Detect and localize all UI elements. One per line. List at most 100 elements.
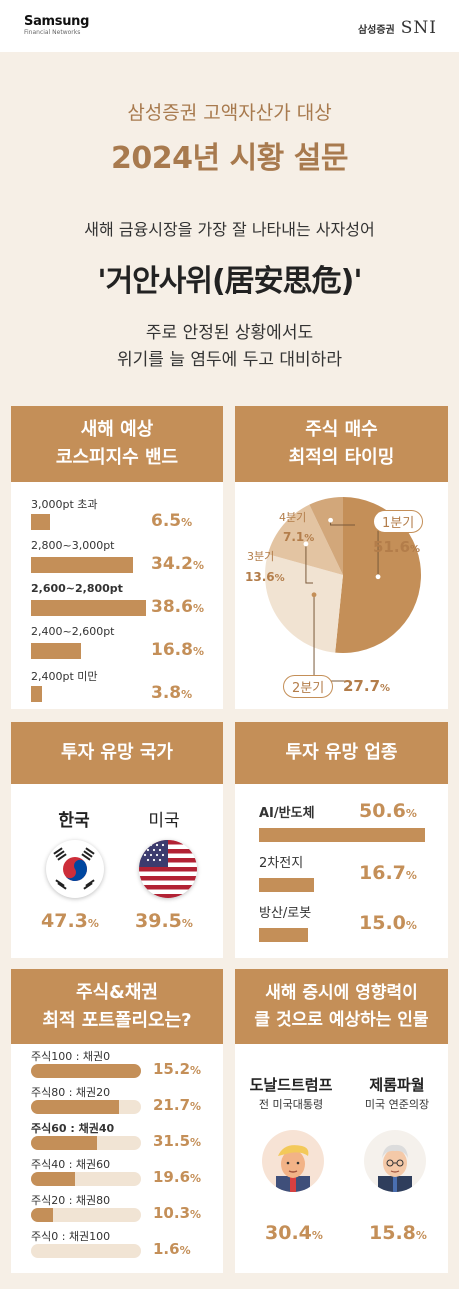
samsung-logo: Samsung Financial Networks [24,15,89,36]
portfolio-card: 주식&채권 최적 포트폴리오는? 주식100 : 채권0 15.2% 주식80 : … [11,969,223,1273]
country-card-header: 투자 유망 국가 [11,722,223,784]
trump-avatar-icon [262,1130,324,1192]
person-title-1: 새해 증시에 영향력이 [265,983,418,1004]
pie-slice [309,497,343,575]
pie-slice-label: 1분기 [373,510,424,533]
kospi-list: 3,000pt 초과 6.5% 2,800~3,000pt 34.2% 2,600~2,… [11,482,223,709]
person-trump-name: 도날드트럼프 [249,1076,333,1094]
kospi-band-card: 새해 예상 코스피지수 밴드 3,000pt 초과 6.5% 2,800~3,000… [11,406,223,709]
kospi-title-2: 코스피지수 밴드 [55,447,179,468]
powell-avatar-icon [364,1130,426,1192]
pie-label-dot [303,541,309,547]
portfolio-item-value: 10.3% [153,1204,202,1222]
timing-pie-chart [264,497,422,682]
kospi-item-bar [31,514,51,530]
person-card-header: 새해 증시에 영향력이 클 것으로 예상하는 인물 [235,969,448,1044]
portfolio-item-label: 주식0 : 채권100 [31,1230,111,1243]
pie-slice-value: 51.6% [373,538,421,556]
kospi-item-value: 34.2% [151,554,204,574]
person-trump-role: 전 미국대통령 [258,1098,324,1111]
kospi-item-label: 2,400~2,600pt [31,625,115,638]
portfolio-item-label: 주식100 : 채권0 [31,1050,111,1063]
pie-slice-value: 13.6% [245,570,285,584]
pie-label-dot [375,574,381,580]
pie-label-dot [328,517,333,523]
country-body: 한국 미국 [11,784,223,958]
kospi-item-bar [31,600,146,616]
portfolio-item-fill [31,1136,97,1150]
usa-flag-icon [139,840,197,898]
brand-korean: 삼성증권 [357,24,395,36]
portfolio-item-track [31,1064,141,1078]
person-powell-role: 미국 연준의장 [364,1098,430,1111]
country-title: 투자 유망 국가 [61,742,173,764]
korea-flag-icon [46,840,104,898]
kospi-item-value: 6.5% [151,511,193,531]
portfolio-item-value: 15.2% [153,1060,202,1078]
country-card: 투자 유망 국가 한국 미국 [11,722,223,958]
country-korea-name: 한국 [58,811,90,831]
pie-slice-value: 27.7% [343,677,391,695]
portfolio-item-track [31,1100,141,1114]
pie-leader-line [305,543,313,584]
sector-item-value: 50.6% [359,800,417,822]
country-usa-value: 39.5% [135,910,193,932]
sector-list: AI/반도체 50.6% 2차전지 16.7% 방산/로봇 15.0% [235,784,448,958]
sector-item-value: 16.7% [359,862,417,884]
idiom-meaning-2: 위기를 늘 염두에 두고 대비하라 [117,350,342,370]
portfolio-item-label: 주식80 : 채권20 [31,1086,111,1099]
portfolio-item-track [31,1208,141,1222]
idiom-meaning-1: 주로 안정된 상황에서도 [145,323,314,343]
page-title: 2024년 시황 설문 [111,141,348,176]
portfolio-item-value: 31.5% [153,1132,202,1150]
person-trump-value: 30.4% [265,1222,323,1244]
sector-item-bar [259,928,309,942]
portfolio-title-2: 최적 포트폴리오는? [42,1009,192,1031]
portfolio-item-fill [31,1172,75,1186]
logo-line1: Samsung [24,14,90,29]
brand-mark: 삼성증권 SNI [358,18,437,38]
portfolio-item-fill [31,1064,141,1078]
kospi-item-label: 2,400pt 미만 [31,670,98,683]
country-korea-value: 47.3% [41,910,99,932]
pie-slice-label: 4분기 [279,511,307,524]
timing-card-header: 주식 매수 최적의 타이밍 [235,406,448,482]
sector-item-bar [259,878,314,892]
kospi-item-bar [31,557,133,573]
timing-title-1: 주식 매수 [305,419,378,441]
person-title-2: 클 것으로 예상하는 인물 [254,1009,429,1030]
portfolio-item-track [31,1172,141,1186]
timing-card: 주식 매수 최적의 타이밍 1분기 51.6% 2분기 27.7% 3분기 13.6% 4분… [235,406,448,709]
brand-sni: SNI [400,18,437,38]
kospi-item-bar [31,686,43,702]
portfolio-card-header: 주식&채권 최적 포트폴리오는? [11,969,223,1044]
portfolio-title-1: 주식&채권 [76,981,158,1003]
sector-item-label: 2차전지 [259,856,304,871]
page-subtitle: 삼성증권 고액자산가 대상 [127,102,332,124]
country-usa-name: 미국 [148,811,180,831]
kospi-item-value: 16.8% [151,640,204,660]
portfolio-item-label: 주식60 : 채권40 [31,1122,115,1135]
portfolio-item-label: 주식20 : 채권80 [31,1194,111,1207]
idiom-text: '거안사위(居安思危)' [97,264,362,299]
portfolio-item-value: 21.7% [153,1096,202,1114]
person-card: 새해 증시에 영향력이 클 것으로 예상하는 인물 도날드트럼프 전 미국대통령… [235,969,448,1273]
kospi-title-1: 새해 예상 [80,419,154,441]
top-bar: Samsung Financial Networks 삼성증권 SNI [0,0,459,52]
portfolio-list: 주식100 : 채권0 15.2% 주식80 : 채권20 21.7% 주식60 : 채… [11,1044,223,1273]
sector-title: 투자 유망 업종 [285,742,398,764]
timing-title-2: 최적의 타이밍 [288,447,395,468]
pie-slice [267,504,343,575]
sector-item-value: 15.0% [359,912,417,934]
sector-card-header: 투자 유망 업종 [235,722,448,784]
portfolio-item-fill [31,1100,119,1114]
portfolio-item-label: 주식40 : 채권60 [31,1158,111,1171]
kospi-item-value: 3.8% [151,683,193,703]
portfolio-item-track [31,1136,141,1150]
kospi-item-label: 2,600~2,800pt [31,582,123,595]
person-powell-name: 제롬파월 [369,1076,425,1094]
logo-line2: Financial Networks [24,29,81,36]
person-powell-value: 15.8% [369,1222,427,1244]
pie-slice-label: 2분기 [283,675,334,698]
sector-card: 투자 유망 업종 AI/반도체 50.6% 2차전지 16.7% 방산/로봇 15.0% [235,722,448,958]
